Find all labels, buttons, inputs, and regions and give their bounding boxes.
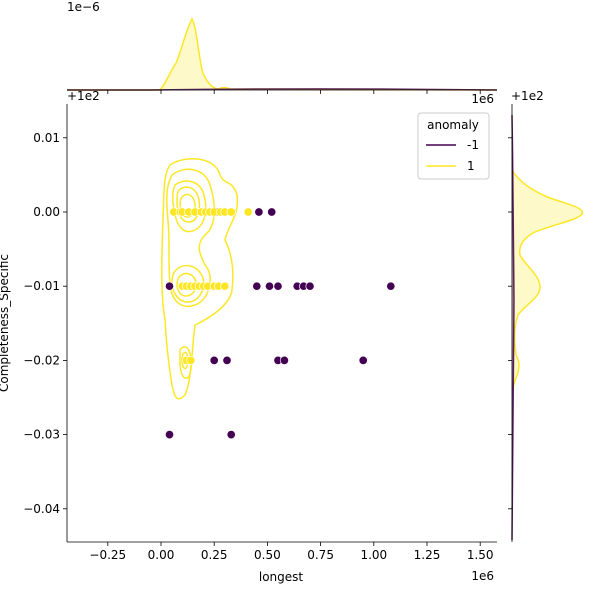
x-tick-label: 0.50 [254,548,281,562]
scatter-point-class-neg1 [164,430,175,440]
x-tick-label: 0.75 [307,548,334,562]
scatter-point-class-neg1 [267,207,277,217]
scatter-point-class-1 [186,355,196,365]
scatter-point-class-neg1 [222,355,232,365]
scatter-point-class-neg1 [279,355,289,365]
scatter-point-class-neg1 [264,281,275,291]
kde-contours [161,158,239,400]
right-kde-class-neg1-line [511,114,515,541]
x-tick-label: 1.00 [360,548,387,562]
x-tick-label: 0.00 [148,548,175,562]
y-axis-ticks: 0.01 0.00 −0.01 −0.02 −0.03 −0.04 [23,131,67,516]
x-top-scale-label: 1e6 [471,92,494,106]
x-scale-label: 1e6 [471,569,494,583]
scatter-point-class-neg1 [252,281,262,291]
right-marginal-ticks [508,137,512,510]
scatter-point-class-neg1 [358,355,368,365]
y-tick-label: −0.04 [23,502,60,516]
y-axis-label: Completeness_Specific [0,254,11,392]
y-tick-label: 0.00 [33,205,60,219]
scatter-point-class-neg1 [273,281,283,291]
scatter-point-class-1 [220,281,230,291]
x-axis-ticks: −0.25 0.00 0.25 0.50 0.75 1.00 1.25 1.50 [89,542,494,562]
legend: anomaly -1 1 [417,112,490,180]
scatter-point-class-1 [226,207,236,217]
top-kde-class-1-fill [67,19,497,90]
legend-title: anomaly [427,118,479,132]
top-marginal-ticks [107,90,481,94]
scatter-point-class-neg1 [254,207,264,217]
scatter-points [164,207,396,440]
right-kde-class-neg1-fill [512,115,514,540]
right-kde-class-1-line [511,169,584,391]
legend-label-1: 1 [467,159,475,173]
x-tick-label: 1.50 [467,548,494,562]
right-marginal-kde: +1e2 [511,89,584,542]
right-marginal-offset-label: +1e2 [511,89,544,103]
x-tick-label: −0.25 [89,548,126,562]
scatter-point-class-neg1 [164,281,175,291]
y-tick-label: −0.01 [23,279,60,293]
x-tick-label: 1.25 [414,548,441,562]
scatter-point-class-neg1 [305,281,315,291]
scatter-point-class-neg1 [226,430,236,440]
y-tick-label: 0.01 [33,131,60,145]
main-axes: −0.25 0.00 0.25 0.50 0.75 1.00 1.25 1.50 0.010.… [0,89,512,584]
x-tick-label: 0.25 [201,548,228,562]
scatter-point-class-neg1 [209,355,219,365]
y-tick-label: −0.03 [23,428,60,442]
top-kde-class-1-line [67,17,498,91]
x-axis-label: longest [259,570,304,584]
legend-label-neg1: -1 [467,138,479,152]
y-tick-label: −0.02 [23,353,60,367]
scatter-point-class-neg1 [386,281,396,291]
top-marginal-scale-label: 1e−6 [67,0,100,14]
scatter-point-class-1 [243,207,253,217]
y-offset-label: +1e2 [67,89,100,103]
right-kde-class-1-fill [512,170,583,390]
top-marginal-kde: 1e−6 [67,0,498,91]
legend-box [417,112,490,180]
